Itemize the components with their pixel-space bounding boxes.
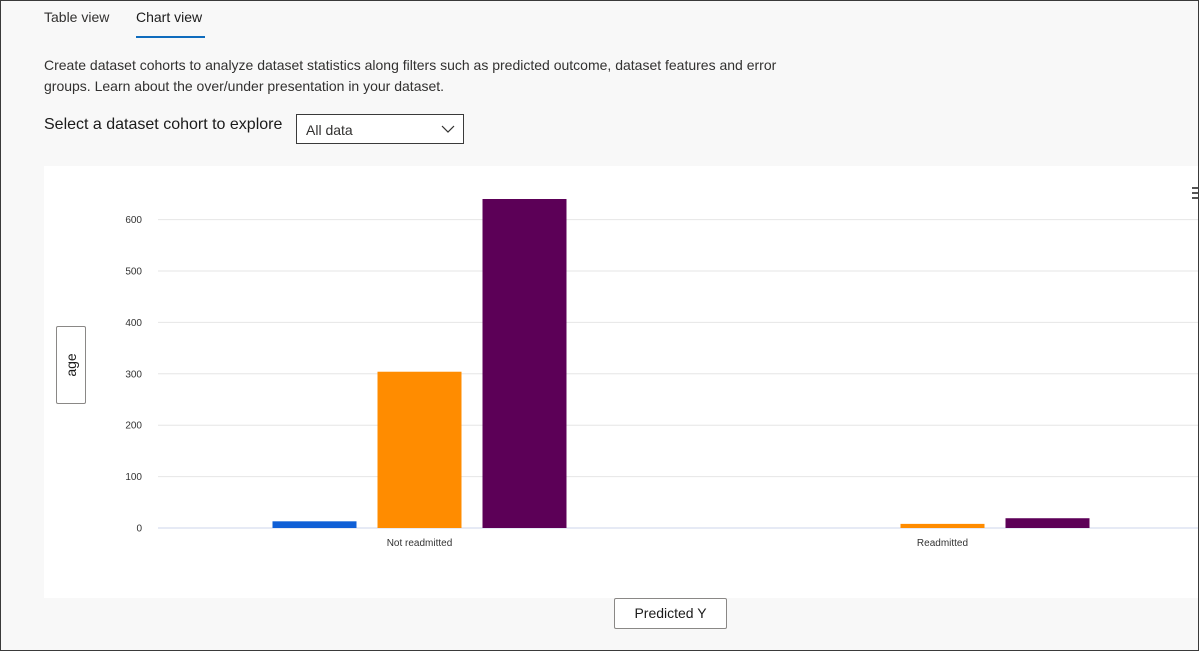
x-axis-selector-button[interactable]: Predicted Y — [614, 598, 727, 629]
x-tick-label: Not readmitted — [387, 538, 453, 549]
bar — [900, 523, 985, 528]
cohort-selector-label: Select a dataset cohort to explore — [44, 116, 283, 133]
y-tick-label: 300 — [125, 369, 142, 380]
x-tick-label: Readmitted — [917, 538, 968, 549]
cohort-dropdown[interactable]: All data — [296, 114, 464, 144]
chart-area: 0 100 200 300 400 500 600 Not readmitted Readmit… — [44, 166, 1199, 598]
page-title-clipped — [256, 0, 526, 1]
bar — [272, 521, 357, 528]
y-tick-label: 100 — [125, 472, 142, 483]
y-axis-selector-button[interactable]: age — [56, 326, 86, 404]
chevron-down-icon — [441, 125, 455, 133]
y-axis-selector-label: age — [63, 353, 79, 377]
tab-table-view[interactable]: Table view — [44, 9, 110, 25]
description-text: Create dataset cohorts to analyze datase… — [44, 57, 777, 94]
chart-menu-icon[interactable] — [1192, 186, 1199, 200]
y-tick-label: 600 — [125, 215, 142, 226]
bar — [1005, 518, 1090, 528]
bar-chart: 0 100 200 300 400 500 600 Not readmitted Readmit… — [125, 199, 1198, 549]
y-tick-label: 400 — [125, 318, 142, 329]
cohort-dropdown-value: All data — [306, 122, 353, 138]
y-tick-label: 200 — [125, 421, 142, 432]
y-tick-label: 0 — [136, 524, 142, 535]
bar — [377, 371, 462, 528]
tab-chart-view[interactable]: Chart view — [136, 9, 203, 25]
y-tick-label: 500 — [125, 266, 142, 277]
selected-tab-indicator — [136, 36, 205, 38]
bar — [482, 199, 567, 528]
